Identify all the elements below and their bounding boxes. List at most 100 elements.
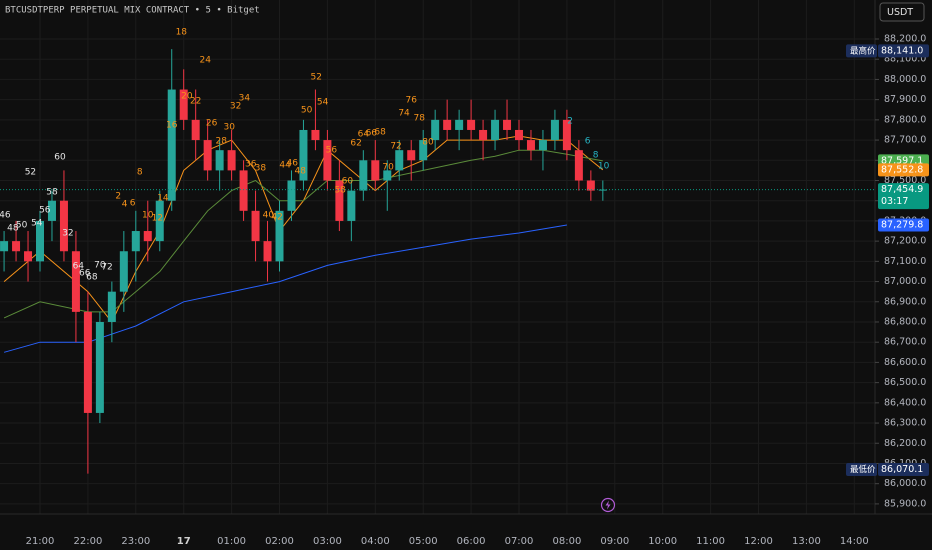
count-label: 28 [215,137,227,147]
count-label: 40 [263,211,275,221]
count-label: 10 [142,211,154,221]
candle-body [107,291,116,322]
y-tick-label: 86,800.0 [884,316,926,327]
candle-body [383,170,392,181]
count-label: 46 [287,158,299,168]
count-label: 30 [223,122,235,132]
candle-body [251,210,260,242]
x-tick-label: 02:00 [265,536,294,547]
lightning-icon[interactable] [600,497,616,513]
candle-body [47,200,56,221]
count-label: 54 [31,218,43,228]
count-label: 12 [152,213,163,223]
count-label: 62 [350,138,361,148]
count-label: 20 [181,92,193,102]
count-label: 66 [366,128,378,138]
y-tick-label: 88,000.0 [884,74,926,85]
count-label: 60 [342,176,354,186]
marker-name: 最低价 [850,464,876,475]
candle-body [562,119,571,151]
count-label: 52 [25,168,36,178]
count-label: 64 [358,130,370,140]
count-label: 58 [334,185,346,195]
candle-body [323,140,332,181]
x-tick-label: 11:00 [696,536,725,547]
x-tick-label: 06:00 [457,536,486,547]
count-label: 2 [115,192,121,202]
y-tick-label: 87,800.0 [884,114,926,125]
count-label: 74 [398,108,410,118]
x-tick-label: 10:00 [648,536,677,547]
currency-button[interactable]: USDT [879,2,925,22]
x-tick-label: 17 [177,536,191,547]
chart-title: BTCUSDTPERP PERPETUAL MIX CONTRACT • 5 •… [5,6,260,16]
count-label: 36 [245,159,257,169]
count-label: 76 [405,96,417,106]
x-tick-label: 21:00 [26,536,55,547]
x-tick-label: 09:00 [600,536,629,547]
candle-body [263,241,272,262]
candle-body [24,251,33,262]
candle-body [287,180,296,211]
y-tick-label: 86,700.0 [884,337,926,348]
count-label: 18 [176,27,188,37]
button-label[interactable]: USDT [887,7,913,18]
candle-body [155,200,164,242]
y-tick-label: 87,100.0 [884,256,926,267]
candle-body [215,150,224,171]
count-label: 8 [137,168,143,178]
x-tick-label: 03:00 [313,536,342,547]
count-label: 78 [413,114,425,124]
icon-bolt[interactable] [605,500,611,510]
count-label: 16 [166,120,178,130]
price-tag [878,163,929,177]
count-label: 4 [122,199,128,209]
marker-value-box [878,463,929,477]
axes: 85,900.086,000.086,100.086,200.086,300.0… [26,34,929,547]
marker-value-box [878,44,929,58]
count-label: 34 [239,94,251,104]
x-tick-label: 13:00 [792,536,821,547]
candle-body [347,190,356,221]
price-tag-label: 87,279.8 [881,220,923,231]
candle-body [359,160,368,191]
y-tick-label: 86,000.0 [884,478,926,489]
y-tick-label: 86,500.0 [884,377,926,388]
candle-body [59,200,68,252]
y-tick-label: 86,600.0 [884,357,926,368]
marker-name: 最高价 [850,45,876,56]
candle-body [227,150,236,171]
x-tick-label: 07:00 [505,536,534,547]
x-tick-label: 08:00 [552,536,581,547]
count-label: 8 [593,151,599,161]
count-label: 38 [255,163,267,173]
candle-body [479,129,488,141]
candle-body [143,231,152,242]
candle-body [586,180,595,191]
candle-body [0,241,9,252]
candle-body [119,251,128,292]
x-tick-label: 01:00 [217,536,246,547]
candle-body [431,119,440,141]
count-label: 48 [295,166,307,176]
candle-body [407,150,416,161]
candle-body [179,89,188,120]
count-label: 60 [54,153,66,163]
candle-body [574,150,583,181]
y-tick-label: 86,900.0 [884,296,926,307]
marker-name-box [846,463,877,477]
count-label: 24 [200,56,212,66]
button-frame[interactable] [879,2,925,22]
candle-body [455,119,464,130]
count-label: 66 [79,269,91,279]
count-label: 32 [230,101,241,111]
y-tick-label: 87,700.0 [884,135,926,146]
y-tick-label: 85,900.0 [884,498,926,509]
y-tick-label: 86,300.0 [884,418,926,429]
candle-body [503,119,512,130]
count-label: 56 [326,145,338,155]
icon-ring[interactable] [600,497,616,513]
